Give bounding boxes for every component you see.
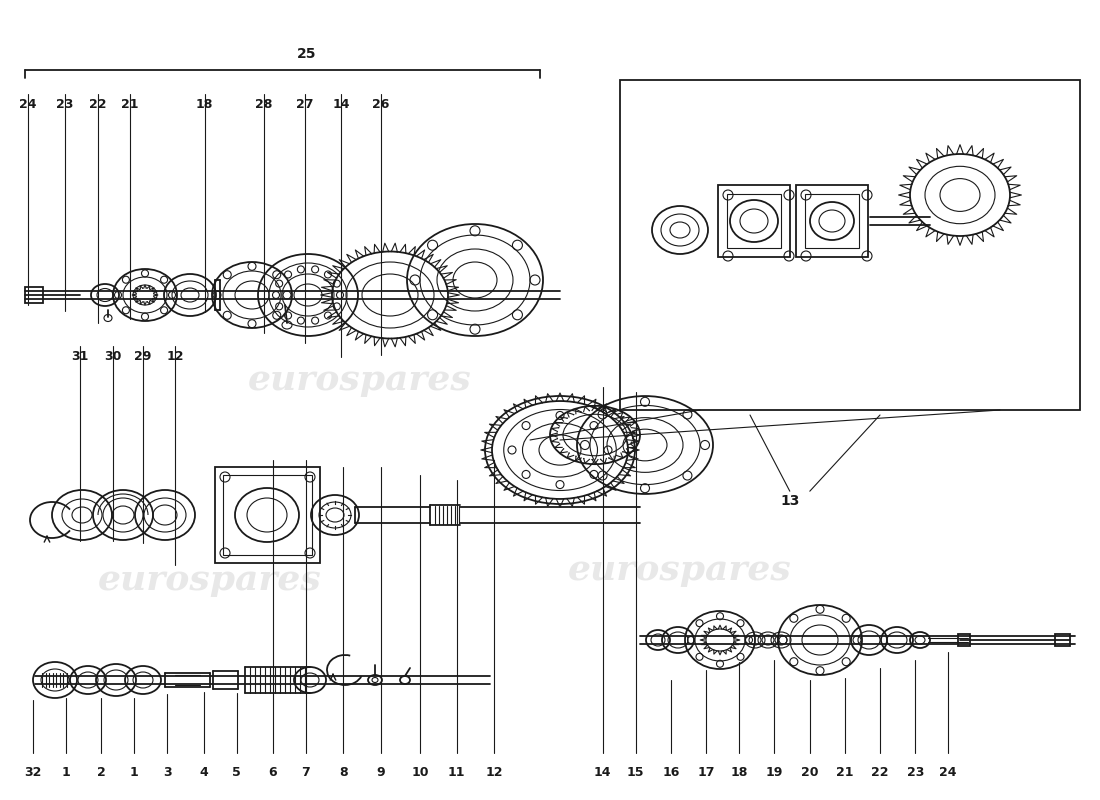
Text: 24: 24 bbox=[939, 766, 957, 779]
Text: 29: 29 bbox=[134, 350, 152, 362]
Text: 4: 4 bbox=[199, 766, 208, 779]
Text: 30: 30 bbox=[104, 350, 122, 362]
Bar bbox=[796, 185, 868, 257]
Text: 22: 22 bbox=[89, 98, 107, 110]
Text: eurospares: eurospares bbox=[98, 563, 322, 597]
Text: 9: 9 bbox=[376, 766, 385, 779]
Text: 20: 20 bbox=[801, 766, 818, 779]
Text: 23: 23 bbox=[906, 766, 924, 779]
Text: 14: 14 bbox=[594, 766, 612, 779]
Bar bbox=[958, 634, 970, 646]
Text: 1: 1 bbox=[62, 766, 70, 779]
Text: eurospares: eurospares bbox=[568, 553, 792, 587]
Text: eurospares: eurospares bbox=[249, 363, 472, 397]
Bar bbox=[727, 194, 781, 248]
Text: 26: 26 bbox=[372, 98, 389, 110]
Text: 22: 22 bbox=[871, 766, 889, 779]
Text: 3: 3 bbox=[163, 766, 172, 779]
Text: 14: 14 bbox=[332, 98, 350, 110]
Text: 11: 11 bbox=[448, 766, 465, 779]
Bar bbox=[805, 194, 859, 248]
Text: 17: 17 bbox=[697, 766, 715, 779]
Text: 7: 7 bbox=[301, 766, 310, 779]
Text: 15: 15 bbox=[627, 766, 645, 779]
Text: 6: 6 bbox=[268, 766, 277, 779]
Text: 10: 10 bbox=[411, 766, 429, 779]
Text: 28: 28 bbox=[255, 98, 273, 110]
Text: 1: 1 bbox=[130, 766, 139, 779]
Text: 25: 25 bbox=[297, 47, 317, 62]
Text: 21: 21 bbox=[836, 766, 854, 779]
Text: 32: 32 bbox=[24, 766, 42, 779]
Text: 2: 2 bbox=[97, 766, 106, 779]
Text: 18: 18 bbox=[196, 98, 213, 110]
Bar bbox=[25, 287, 43, 303]
Text: 23: 23 bbox=[56, 98, 74, 110]
Text: 5: 5 bbox=[232, 766, 241, 779]
Text: 12: 12 bbox=[485, 766, 503, 779]
Bar bbox=[223, 475, 312, 555]
Text: 27: 27 bbox=[296, 98, 314, 110]
Text: 16: 16 bbox=[662, 766, 680, 779]
Text: 21: 21 bbox=[121, 98, 139, 110]
Text: 8: 8 bbox=[339, 766, 348, 779]
Text: 19: 19 bbox=[766, 766, 783, 779]
Bar bbox=[1055, 634, 1070, 646]
Text: 31: 31 bbox=[72, 350, 89, 362]
Text: 18: 18 bbox=[730, 766, 748, 779]
Bar bbox=[620, 80, 1080, 410]
Bar bbox=[718, 185, 790, 257]
Bar bbox=[214, 467, 320, 563]
Text: 12: 12 bbox=[166, 350, 184, 362]
Text: 24: 24 bbox=[19, 98, 36, 110]
Text: 13: 13 bbox=[780, 494, 800, 508]
